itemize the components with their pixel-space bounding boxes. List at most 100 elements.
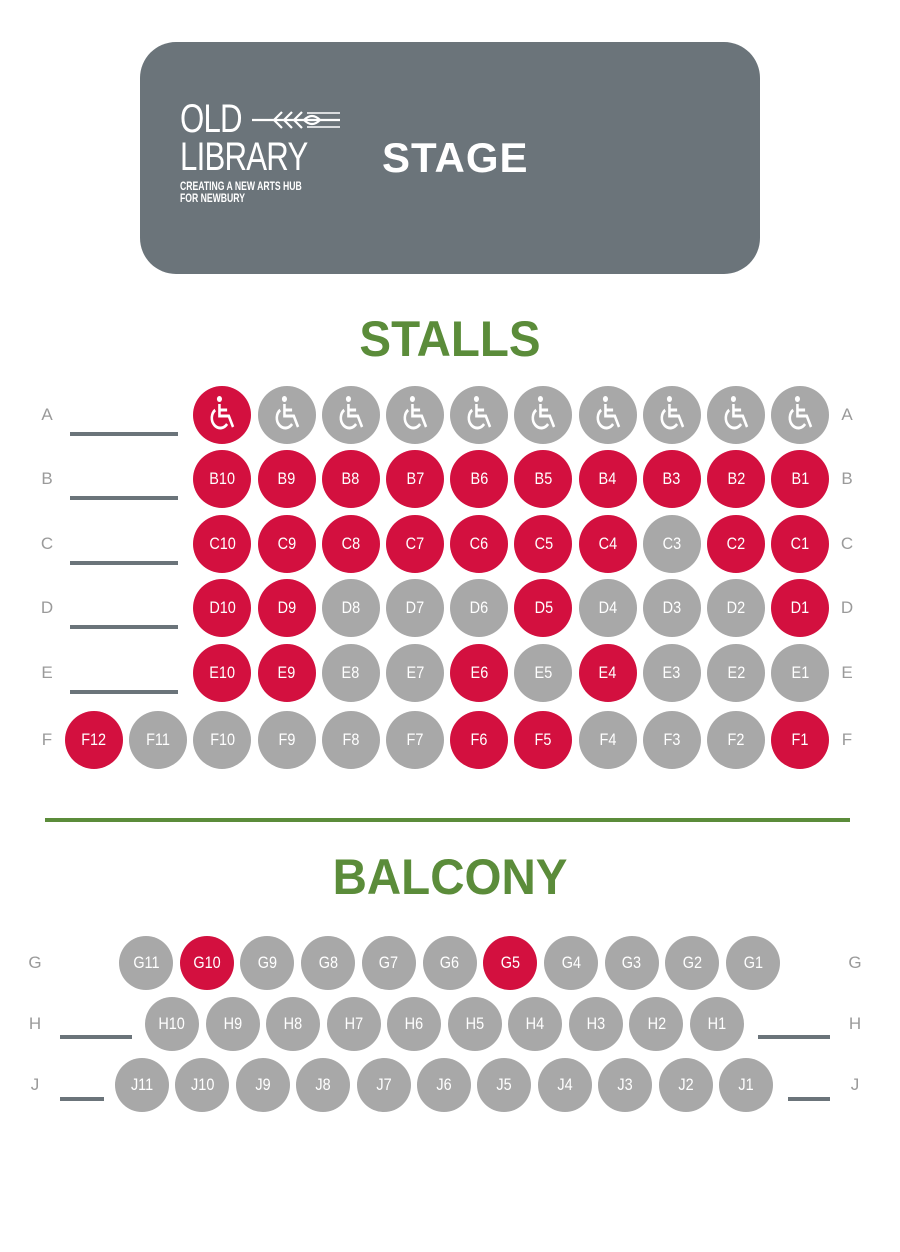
seat-E6[interactable]: E6 bbox=[450, 644, 509, 702]
seat-B1[interactable]: B1 bbox=[771, 450, 830, 508]
seat-D9[interactable]: D9 bbox=[257, 579, 316, 637]
seat-F5[interactable]: F5 bbox=[514, 711, 573, 769]
seat-J10[interactable]: J10 bbox=[175, 1058, 230, 1112]
seat-G4[interactable]: G4 bbox=[543, 936, 598, 990]
seat[interactable] bbox=[514, 386, 573, 444]
seat-H7[interactable]: H7 bbox=[326, 997, 381, 1051]
seat-H2[interactable]: H2 bbox=[629, 997, 684, 1051]
seat-C8[interactable]: C8 bbox=[321, 515, 380, 573]
seat-D5[interactable]: D5 bbox=[514, 579, 573, 637]
seat-G6[interactable]: G6 bbox=[422, 936, 477, 990]
seat[interactable] bbox=[578, 386, 637, 444]
seat[interactable] bbox=[771, 386, 830, 444]
seat-C3[interactable]: C3 bbox=[642, 515, 701, 573]
seat-F12[interactable]: F12 bbox=[65, 711, 123, 769]
seat-B2[interactable]: B2 bbox=[707, 450, 765, 508]
seat[interactable] bbox=[707, 386, 765, 444]
seat-J4[interactable]: J4 bbox=[537, 1058, 592, 1112]
seat-F9[interactable]: F9 bbox=[257, 711, 316, 769]
seat-E2[interactable]: E2 bbox=[707, 644, 765, 702]
seat-E9[interactable]: E9 bbox=[257, 644, 316, 702]
seat-F2[interactable]: F2 bbox=[707, 711, 765, 769]
seat-H5[interactable]: H5 bbox=[447, 997, 502, 1051]
seat-E5[interactable]: E5 bbox=[514, 644, 573, 702]
aisle-line bbox=[70, 625, 178, 629]
seat-J9[interactable]: J9 bbox=[235, 1058, 290, 1112]
seat[interactable] bbox=[257, 386, 316, 444]
seat-D6[interactable]: D6 bbox=[450, 579, 509, 637]
seat-J6[interactable]: J6 bbox=[417, 1058, 471, 1112]
seat[interactable] bbox=[450, 386, 509, 444]
seat-D8[interactable]: D8 bbox=[321, 579, 380, 637]
seat-G11[interactable]: G11 bbox=[119, 936, 173, 990]
seat-D1[interactable]: D1 bbox=[771, 579, 830, 637]
seat-F10[interactable]: F10 bbox=[193, 711, 252, 769]
seat-H10[interactable]: H10 bbox=[145, 997, 199, 1051]
seat-F6[interactable]: F6 bbox=[450, 711, 509, 769]
seat[interactable] bbox=[642, 386, 701, 444]
seat-B5[interactable]: B5 bbox=[514, 450, 573, 508]
seat-E7[interactable]: E7 bbox=[386, 644, 444, 702]
aisle-line bbox=[758, 1035, 830, 1039]
seat[interactable] bbox=[193, 386, 252, 444]
seat-C6[interactable]: C6 bbox=[450, 515, 509, 573]
seat-C7[interactable]: C7 bbox=[386, 515, 444, 573]
seat-D7[interactable]: D7 bbox=[386, 579, 444, 637]
seat-J5[interactable]: J5 bbox=[477, 1058, 532, 1112]
seat-E3[interactable]: E3 bbox=[642, 644, 701, 702]
seat-C10[interactable]: C10 bbox=[193, 515, 252, 573]
seat-H9[interactable]: H9 bbox=[205, 997, 260, 1051]
seat-D4[interactable]: D4 bbox=[578, 579, 637, 637]
seat-E10[interactable]: E10 bbox=[193, 644, 252, 702]
seat-J8[interactable]: J8 bbox=[296, 1058, 351, 1112]
seat-C2[interactable]: C2 bbox=[707, 515, 765, 573]
seat-G5[interactable]: G5 bbox=[483, 936, 538, 990]
seat-C4[interactable]: C4 bbox=[578, 515, 637, 573]
seat-F3[interactable]: F3 bbox=[642, 711, 701, 769]
seat-H4[interactable]: H4 bbox=[508, 997, 563, 1051]
seat-B8[interactable]: B8 bbox=[321, 450, 380, 508]
seat-J7[interactable]: J7 bbox=[356, 1058, 411, 1112]
seat-F1[interactable]: F1 bbox=[771, 711, 830, 769]
seat-C1[interactable]: C1 bbox=[771, 515, 830, 573]
seat-G8[interactable]: G8 bbox=[301, 936, 356, 990]
seat-E1[interactable]: E1 bbox=[771, 644, 830, 702]
seat-H8[interactable]: H8 bbox=[266, 997, 321, 1051]
seat-B4[interactable]: B4 bbox=[578, 450, 637, 508]
seat-F8[interactable]: F8 bbox=[321, 711, 380, 769]
seat-G9[interactable]: G9 bbox=[240, 936, 295, 990]
seat-J11[interactable]: J11 bbox=[115, 1058, 169, 1112]
seat-B9[interactable]: B9 bbox=[257, 450, 316, 508]
seat-F4[interactable]: F4 bbox=[578, 711, 637, 769]
seat-H6[interactable]: H6 bbox=[387, 997, 442, 1051]
seat-J2[interactable]: J2 bbox=[658, 1058, 713, 1112]
seat-F11[interactable]: F11 bbox=[129, 711, 188, 769]
seat-G7[interactable]: G7 bbox=[361, 936, 416, 990]
seat-J3[interactable]: J3 bbox=[598, 1058, 653, 1112]
seat-D3[interactable]: D3 bbox=[642, 579, 701, 637]
seat-J1[interactable]: J1 bbox=[719, 1058, 773, 1112]
seat-G2[interactable]: G2 bbox=[665, 936, 720, 990]
seat-D2[interactable]: D2 bbox=[707, 579, 765, 637]
seat-C9[interactable]: C9 bbox=[257, 515, 316, 573]
seat-G1[interactable]: G1 bbox=[726, 936, 780, 990]
seat-B7[interactable]: B7 bbox=[386, 450, 444, 508]
seat-G10[interactable]: G10 bbox=[179, 936, 234, 990]
seat-label: B1 bbox=[791, 469, 810, 488]
seat-B3[interactable]: B3 bbox=[642, 450, 701, 508]
seat-E8[interactable]: E8 bbox=[321, 644, 380, 702]
row-label-right: A bbox=[841, 405, 853, 424]
seat-D10[interactable]: D10 bbox=[193, 579, 252, 637]
seat-B6[interactable]: B6 bbox=[450, 450, 509, 508]
wheelchair-icon bbox=[207, 394, 238, 437]
seat[interactable] bbox=[321, 386, 380, 444]
seat-F7[interactable]: F7 bbox=[386, 711, 444, 769]
seat-B10[interactable]: B10 bbox=[193, 450, 252, 508]
seat-label: D7 bbox=[405, 598, 425, 617]
seat-H3[interactable]: H3 bbox=[568, 997, 623, 1051]
seat-E4[interactable]: E4 bbox=[578, 644, 637, 702]
seat-H1[interactable]: H1 bbox=[690, 997, 744, 1051]
seat-G3[interactable]: G3 bbox=[604, 936, 659, 990]
seat[interactable] bbox=[386, 386, 444, 444]
seat-C5[interactable]: C5 bbox=[514, 515, 573, 573]
